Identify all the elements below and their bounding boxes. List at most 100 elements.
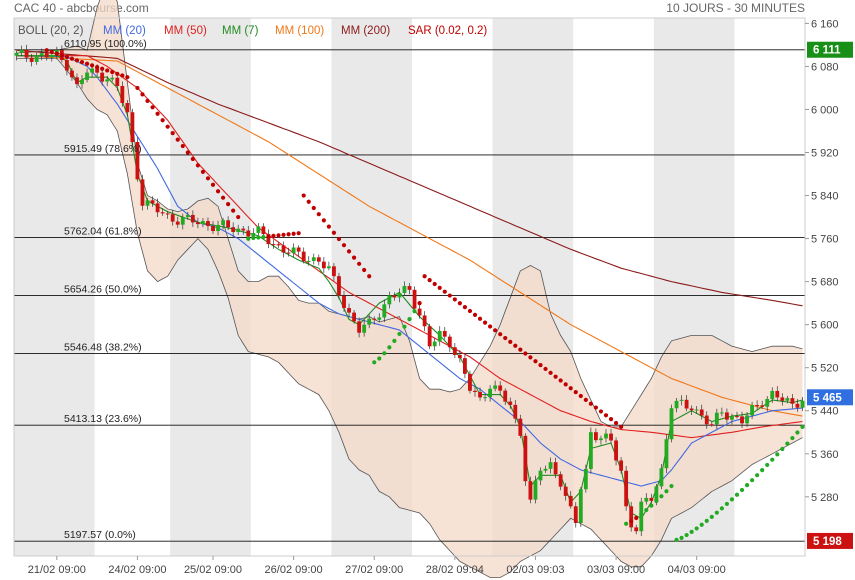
sar-dot [331,230,337,235]
candle-body [457,354,462,359]
candle-body [523,435,528,482]
sar-dot [518,347,523,352]
sar-dot [538,362,543,368]
x-tick-label: 21/02 09:00 [28,564,86,576]
candle-body [714,412,719,425]
candle-body [518,418,523,436]
sar-dot [281,232,286,237]
price-tag-support [807,532,853,549]
candle-body [110,77,115,80]
sar-dot [513,343,518,348]
fib-label: 5654.26 (50.0%) [64,283,142,295]
fib-label: 5546.48 (38.2%) [64,341,142,353]
candle-body [266,234,271,245]
candle-body [70,70,74,78]
sar-dot [744,483,750,488]
sar-dot [472,312,478,317]
sar-dot [115,71,120,76]
sar-dot [100,66,105,71]
candle-body [578,489,583,523]
candle-body [261,226,266,235]
candle-body [231,227,236,232]
sar-dot [503,335,508,341]
candle-body [553,462,558,475]
sar-dot [251,235,256,241]
candle-body [664,439,669,469]
candle-body [377,317,382,320]
candle-body [639,501,644,532]
sar-dot [442,289,447,294]
candle-body [14,52,19,56]
candle-body [699,409,704,416]
candle-body [730,416,734,420]
price-tag-label: 5 465 [813,392,842,404]
candle-body [236,228,241,232]
candle-body [321,261,326,269]
sar-dot [679,535,684,540]
candle-body [543,468,548,471]
candle-body [558,474,563,487]
sar-dot [125,75,130,80]
legend-item: MM (20) [103,25,146,37]
candle-body [246,230,251,237]
mm200-line [16,49,803,307]
candle-body [75,77,79,85]
candle-body [735,416,739,418]
sar-dot [634,515,639,521]
sar-dot [452,297,457,302]
y-tick-label: 6 000 [811,104,839,116]
x-tick-label: 28/02 09:04 [426,564,484,576]
plot-frame [13,17,806,557]
fib-label: 6110.95 (100.0%) [64,38,147,50]
candle-body [241,228,246,231]
sar-dot [800,424,805,429]
sar-dot [714,510,719,515]
candle-body [679,399,684,401]
candle-body [80,79,84,85]
sar-dot [84,61,90,66]
sar-dot [271,233,276,238]
sar-dot [523,351,528,356]
sar-dot [493,328,498,333]
candle-body [306,260,311,262]
sar-dot [205,176,211,181]
sar-dot [387,345,392,350]
candle-body [135,142,140,180]
candle-body [64,59,69,71]
y-tick-label: 5 600 [811,320,839,332]
sar-dot [508,339,513,345]
fibonacci-labels: 6110.95 (100.0%) 5915.49 (78.6%) 5762.04 (… [64,38,147,541]
candle-body [503,390,508,402]
sar-dot [765,462,770,468]
x-tick-label: 25/02 09:00 [184,564,242,576]
candle-body [352,312,356,322]
candle-body [750,405,755,416]
candle-body [437,330,442,342]
candle-body [221,220,226,225]
sar-dot [236,214,241,220]
candle-body [447,336,452,348]
candle-body [563,486,568,496]
candle-body [755,405,760,407]
sar-dot [377,356,382,361]
sar-dot [276,233,281,238]
candle-body [740,416,744,424]
candle-body [588,432,593,469]
candle-body [332,266,336,277]
sar-dot [482,320,488,325]
candle-body [281,245,286,253]
axes: 6 160 6 080 6 000 5 920 5 840 5 760 5 680 5 600… [13,17,839,576]
sar-dot [780,446,785,452]
candle-body [100,72,105,82]
sar-dot [709,514,714,519]
candle-body [452,347,457,355]
candle-body [175,221,180,225]
x-tick-label: 02/03 09:03 [506,564,564,576]
sar-dot [246,236,251,241]
candle-body [160,212,165,214]
candle-body [216,224,220,232]
sar-dot [110,70,115,75]
candle-body [719,412,724,414]
sar-dot [553,374,558,379]
